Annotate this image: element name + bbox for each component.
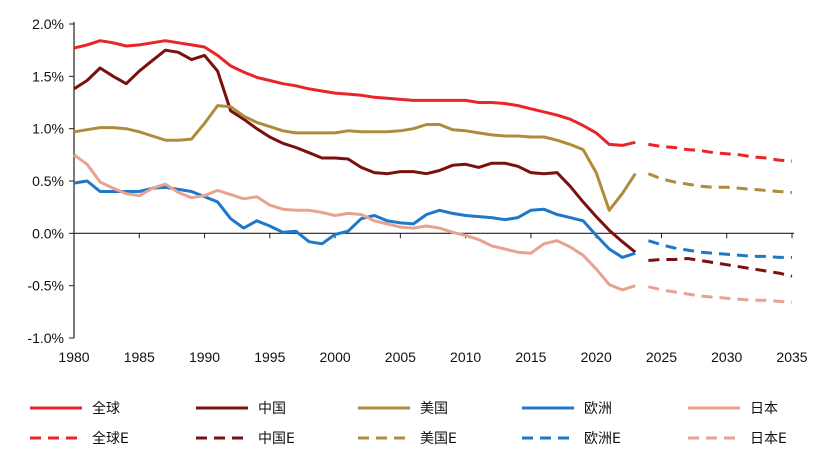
y-tick-label: 0.5% <box>32 173 64 189</box>
x-tick-label: 2010 <box>450 349 481 365</box>
legend-label: 欧洲E <box>584 431 621 447</box>
legend-item-3: 美国 <box>358 401 448 417</box>
legend-label: 中国 <box>258 401 286 417</box>
legend-label: 美国E <box>420 431 457 447</box>
chart-series <box>73 39 793 304</box>
y-tick-label: 2.0% <box>32 16 64 32</box>
legend-item-10: 日本E <box>688 431 787 447</box>
series-line-2 <box>73 48 637 254</box>
x-tick-label: 1985 <box>124 349 155 365</box>
x-tick-label: 2025 <box>646 349 677 365</box>
series-line-8 <box>647 172 793 194</box>
y-tick-label: 1.5% <box>32 68 64 84</box>
x-tick-label: 1995 <box>254 349 285 365</box>
legend-item-5: 日本 <box>688 401 778 417</box>
legend-item-6: 全球E <box>30 430 129 447</box>
legend-item-7: 中国E <box>196 431 295 447</box>
series-line-6 <box>648 142 793 163</box>
legend-item-1: 全球 <box>30 400 120 417</box>
legend-label: 日本E <box>750 431 787 447</box>
legend-label: 欧洲 <box>584 401 612 417</box>
legend-label: 全球 <box>92 400 120 417</box>
x-tick-label: 2005 <box>385 349 416 365</box>
y-tick-label: -1.0% <box>27 330 64 346</box>
chart-axes: 2.0% 1.5% 1.0% 0.5% 0.0% -0.5% -1.0% 1980 1985 19… <box>27 16 807 365</box>
legend-label: 全球E <box>92 430 129 447</box>
series-line-9 <box>647 239 792 259</box>
x-tick-label: 2030 <box>711 349 742 365</box>
x-tick-label: 1980 <box>58 349 89 365</box>
x-tick-label: 2015 <box>515 349 546 365</box>
legend-item-9: 欧洲E <box>522 431 621 447</box>
y-tick-label: 1.0% <box>32 121 64 137</box>
legend-item-8: 美国E <box>358 431 457 447</box>
legend-label: 美国 <box>420 401 448 417</box>
x-tick-label: 1990 <box>189 349 220 365</box>
y-tick-label: 0.0% <box>32 225 64 241</box>
series-line-1 <box>73 39 636 147</box>
series-line-3 <box>73 104 637 212</box>
x-tick-label: 2000 <box>320 349 351 365</box>
series-line-7 <box>648 257 793 278</box>
legend-item-4: 欧洲 <box>522 401 612 417</box>
legend-label: 中国E <box>258 431 295 447</box>
legend-label: 日本 <box>750 401 778 417</box>
series-line-5 <box>73 153 636 292</box>
series-line-10 <box>648 285 793 304</box>
legend-item-2: 中国 <box>196 401 286 417</box>
x-tick-label: 2035 <box>776 349 807 365</box>
x-tick-label: 2020 <box>581 349 612 365</box>
y-tick-label: -0.5% <box>27 278 64 294</box>
series-line-4 <box>73 179 636 259</box>
